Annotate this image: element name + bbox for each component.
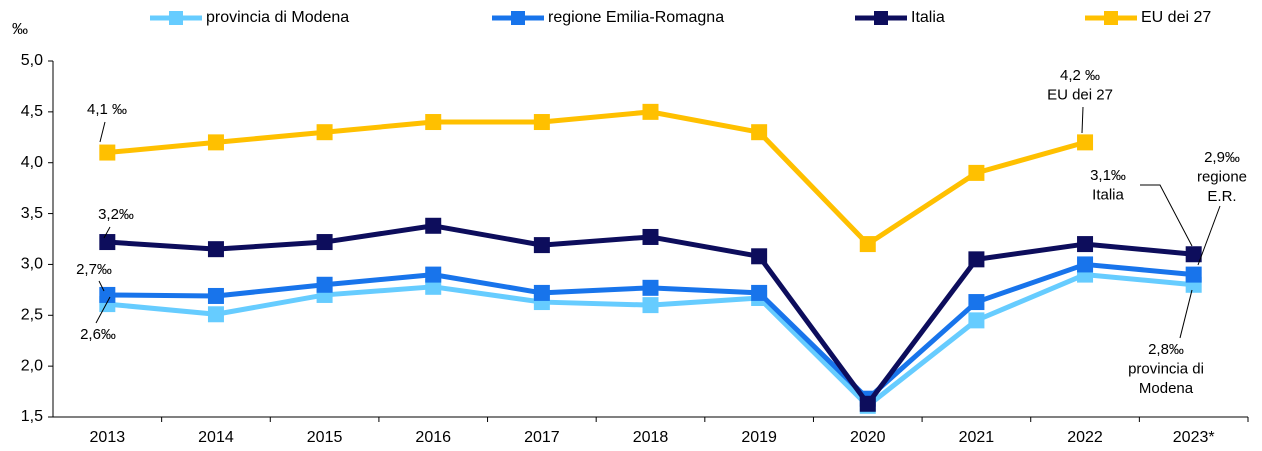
x-tick-label: 2020 bbox=[850, 429, 886, 446]
point-marker bbox=[316, 234, 333, 251]
legend-label: EU dei 27 bbox=[1141, 9, 1211, 26]
x-tick-label: 2023* bbox=[1173, 429, 1215, 446]
annotation: 3,2‰ bbox=[98, 206, 134, 223]
point-marker bbox=[533, 114, 550, 131]
x-tick-label: 2017 bbox=[524, 429, 560, 446]
annotation-leader bbox=[103, 226, 111, 239]
legend-marker bbox=[511, 11, 525, 25]
y-tick-label: 3,0 bbox=[21, 256, 43, 273]
point-marker bbox=[1077, 236, 1094, 253]
point-marker bbox=[425, 217, 442, 234]
point-marker bbox=[99, 144, 116, 161]
point-marker bbox=[968, 312, 985, 329]
annotation: Italia bbox=[1092, 186, 1124, 203]
point-marker bbox=[751, 124, 768, 141]
point-marker bbox=[968, 294, 985, 311]
y-tick-label: 4,5 bbox=[21, 103, 43, 120]
y-tick-label: 3,5 bbox=[21, 205, 43, 222]
point-marker bbox=[425, 266, 442, 283]
point-marker bbox=[207, 306, 224, 323]
legend-label: Italia bbox=[911, 9, 945, 26]
point-marker bbox=[425, 114, 442, 131]
point-marker bbox=[207, 134, 224, 151]
y-unit: ‰ bbox=[12, 21, 28, 38]
point-marker bbox=[533, 237, 550, 254]
y-tick-label: 4,0 bbox=[21, 154, 43, 171]
point-marker bbox=[642, 279, 659, 296]
point-marker bbox=[642, 103, 659, 120]
annotation: Modena bbox=[1139, 380, 1194, 397]
y-tick-label: 2,0 bbox=[21, 357, 43, 374]
legend-marker bbox=[874, 11, 888, 25]
point-marker bbox=[316, 124, 333, 141]
annotation: E.R. bbox=[1207, 188, 1236, 205]
x-tick-label: 2015 bbox=[307, 429, 343, 446]
x-tick-label: 2014 bbox=[198, 429, 234, 446]
series-line bbox=[107, 223, 1194, 407]
y-tick-label: 1,5 bbox=[21, 408, 43, 425]
annotation: regione bbox=[1197, 168, 1247, 185]
x-tick-label: 2022 bbox=[1067, 429, 1103, 446]
point-marker bbox=[642, 228, 659, 245]
annotation-leader bbox=[1197, 205, 1221, 266]
x-tick-label: 2018 bbox=[633, 429, 669, 446]
point-marker bbox=[751, 248, 768, 265]
point-marker bbox=[316, 276, 333, 293]
x-tick-label: 2016 bbox=[415, 429, 451, 446]
annotation: 4,1 ‰ bbox=[87, 101, 127, 118]
point-marker bbox=[99, 286, 116, 303]
annotation-leader bbox=[1140, 184, 1193, 247]
x-tick-label: 2013 bbox=[90, 429, 126, 446]
point-marker bbox=[1077, 256, 1094, 273]
point-marker bbox=[99, 234, 116, 251]
point-marker bbox=[642, 297, 659, 314]
y-tick-label: 5,0 bbox=[21, 52, 43, 69]
point-marker bbox=[425, 278, 442, 295]
x-tick-label: 2019 bbox=[741, 429, 777, 446]
point-marker bbox=[968, 251, 985, 268]
annotation-leader bbox=[98, 280, 105, 292]
annotation-leader bbox=[99, 121, 106, 143]
annotation: 2,7‰ bbox=[76, 261, 112, 278]
point-marker bbox=[859, 395, 876, 412]
point-marker bbox=[207, 241, 224, 258]
x-tick-label: 2021 bbox=[959, 429, 995, 446]
point-marker bbox=[533, 284, 550, 301]
point-marker bbox=[751, 284, 768, 301]
point-marker bbox=[1077, 134, 1094, 151]
annotation: 2,6‰ bbox=[80, 326, 116, 343]
y-tick-label: 2,5 bbox=[21, 307, 43, 324]
point-marker bbox=[968, 164, 985, 181]
annotation-leader bbox=[95, 296, 111, 324]
point-marker bbox=[1185, 246, 1202, 263]
annotation: 2,9‰ bbox=[1204, 149, 1240, 166]
legend-label: regione Emilia-Romagna bbox=[548, 9, 724, 26]
annotation: 2,8‰ bbox=[1148, 341, 1184, 358]
legend-label: provincia di Modena bbox=[206, 9, 349, 26]
annotation: EU dei 27 bbox=[1047, 86, 1113, 103]
annotation: 4,2 ‰ bbox=[1060, 67, 1100, 84]
annotation: 3,1‰ bbox=[1090, 167, 1126, 184]
point-marker bbox=[1185, 266, 1202, 283]
legend-marker bbox=[1104, 11, 1118, 25]
annotation-leader bbox=[1179, 289, 1193, 339]
series-line bbox=[107, 109, 1086, 247]
annotation-leader bbox=[1081, 106, 1084, 134]
legend-marker bbox=[169, 11, 183, 25]
point-marker bbox=[207, 287, 224, 304]
annotation: provincia di bbox=[1128, 360, 1204, 377]
point-marker bbox=[859, 236, 876, 253]
